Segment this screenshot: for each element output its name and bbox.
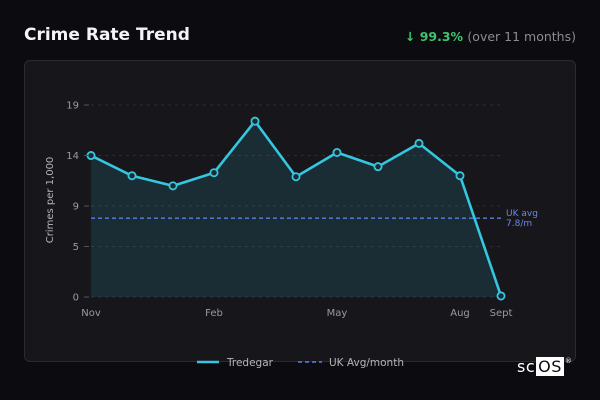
page-title: Crime Rate Trend: [24, 25, 190, 45]
legend-average-label: UK Avg/month: [329, 357, 404, 369]
data-point: [455, 171, 465, 181]
grid-lines: [91, 104, 501, 298]
y-tick-label: 14: [66, 151, 79, 162]
data-point: [291, 172, 301, 182]
data-point: [250, 116, 260, 126]
x-tick-label: Aug: [450, 308, 470, 319]
y-tick-label: 0: [73, 293, 79, 304]
data-point: [373, 162, 383, 172]
change-percent: ↓ 99.3%: [405, 29, 468, 44]
y-axis-label: Crimes per 1,000: [45, 157, 56, 244]
series-area: [91, 121, 501, 297]
legend: Tredegar UK Avg/month: [197, 357, 404, 369]
data-point: [168, 181, 178, 191]
series-area-fill: [91, 121, 501, 297]
data-point: [209, 168, 219, 178]
x-tick-label: Sept: [490, 308, 513, 319]
axis-labels: 0 5 9 14 19 Nov Feb May Aug Sept: [66, 101, 512, 320]
change-value: 99.3%: [419, 29, 464, 44]
average-label: 7.8/m: [506, 219, 532, 229]
data-point: [496, 291, 506, 301]
y-tick-label: 5: [73, 242, 79, 253]
x-tick-label: Feb: [205, 308, 223, 319]
chart-card: [24, 60, 576, 362]
y-tick-label: 19: [66, 101, 79, 112]
data-points: [86, 116, 506, 301]
down-arrow-icon: ↓: [404, 29, 416, 44]
average-label: UK avg: [506, 209, 538, 219]
x-tick-label: May: [327, 308, 348, 319]
brand-logo: sc OS ®: [517, 357, 573, 376]
data-point: [127, 171, 137, 181]
x-tick-label: Nov: [81, 308, 101, 319]
data-point: [414, 138, 424, 148]
y-tick-label: 9: [73, 202, 79, 213]
change-period: (over 11 months): [467, 29, 576, 44]
change-summary: ↓ 99.3% (over 11 months): [405, 29, 576, 44]
data-point: [332, 147, 342, 157]
legend-series-label: Tredegar: [226, 357, 274, 369]
